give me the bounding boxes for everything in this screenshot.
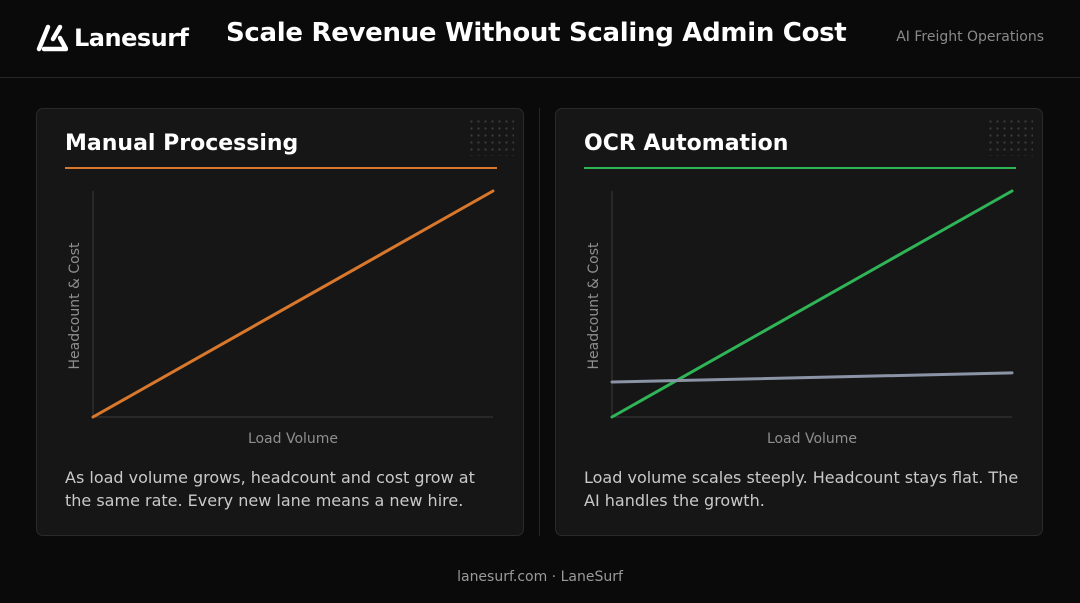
y-axis-label: Headcount & Cost: [67, 242, 83, 370]
y-axis-label: Headcount & Cost: [586, 242, 602, 370]
x-axis-label: Load Volume: [767, 431, 857, 447]
page-title: Scale Revenue Without Scaling Admin Cost: [226, 18, 847, 48]
series-line-0: [91, 189, 495, 419]
decorative-dot-grid: [987, 118, 1033, 156]
series-line-1: [610, 371, 1014, 384]
panel-title: Manual Processing: [65, 131, 299, 156]
decorative-dot-grid: [468, 118, 514, 156]
automation-chart: Load Volume Headcount & Cost: [586, 189, 1014, 447]
panel-divider: [539, 108, 540, 536]
panel-title-rule: [584, 167, 1016, 169]
panel-manual-processing: Manual Processing Load Volume Headcount &…: [36, 108, 524, 536]
brand-name: Lanesurf: [74, 24, 189, 52]
lanesurf-logo-icon: [36, 24, 68, 52]
series-line-0: [610, 189, 1014, 419]
panel-description: Load volume scales steeply. Headcount st…: [584, 468, 1019, 510]
x-axis-label: Load Volume: [248, 431, 338, 447]
header: Lanesurf Scale Revenue Without Scaling A…: [0, 0, 1080, 78]
panel-title-rule: [65, 167, 497, 169]
brand-logo[interactable]: Lanesurf: [36, 20, 189, 56]
page-tagline: AI Freight Operations: [896, 29, 1044, 45]
manual-chart: Load Volume Headcount & Cost: [67, 189, 495, 447]
panel-ocr-automation: OCR Automation Load Volume Headcount & Co…: [555, 108, 1043, 536]
panel-title: OCR Automation: [584, 131, 789, 156]
footer-credit[interactable]: lanesurf.com · LaneSurf: [457, 569, 623, 585]
panel-description: As load volume grows, headcount and cost…: [65, 468, 475, 510]
